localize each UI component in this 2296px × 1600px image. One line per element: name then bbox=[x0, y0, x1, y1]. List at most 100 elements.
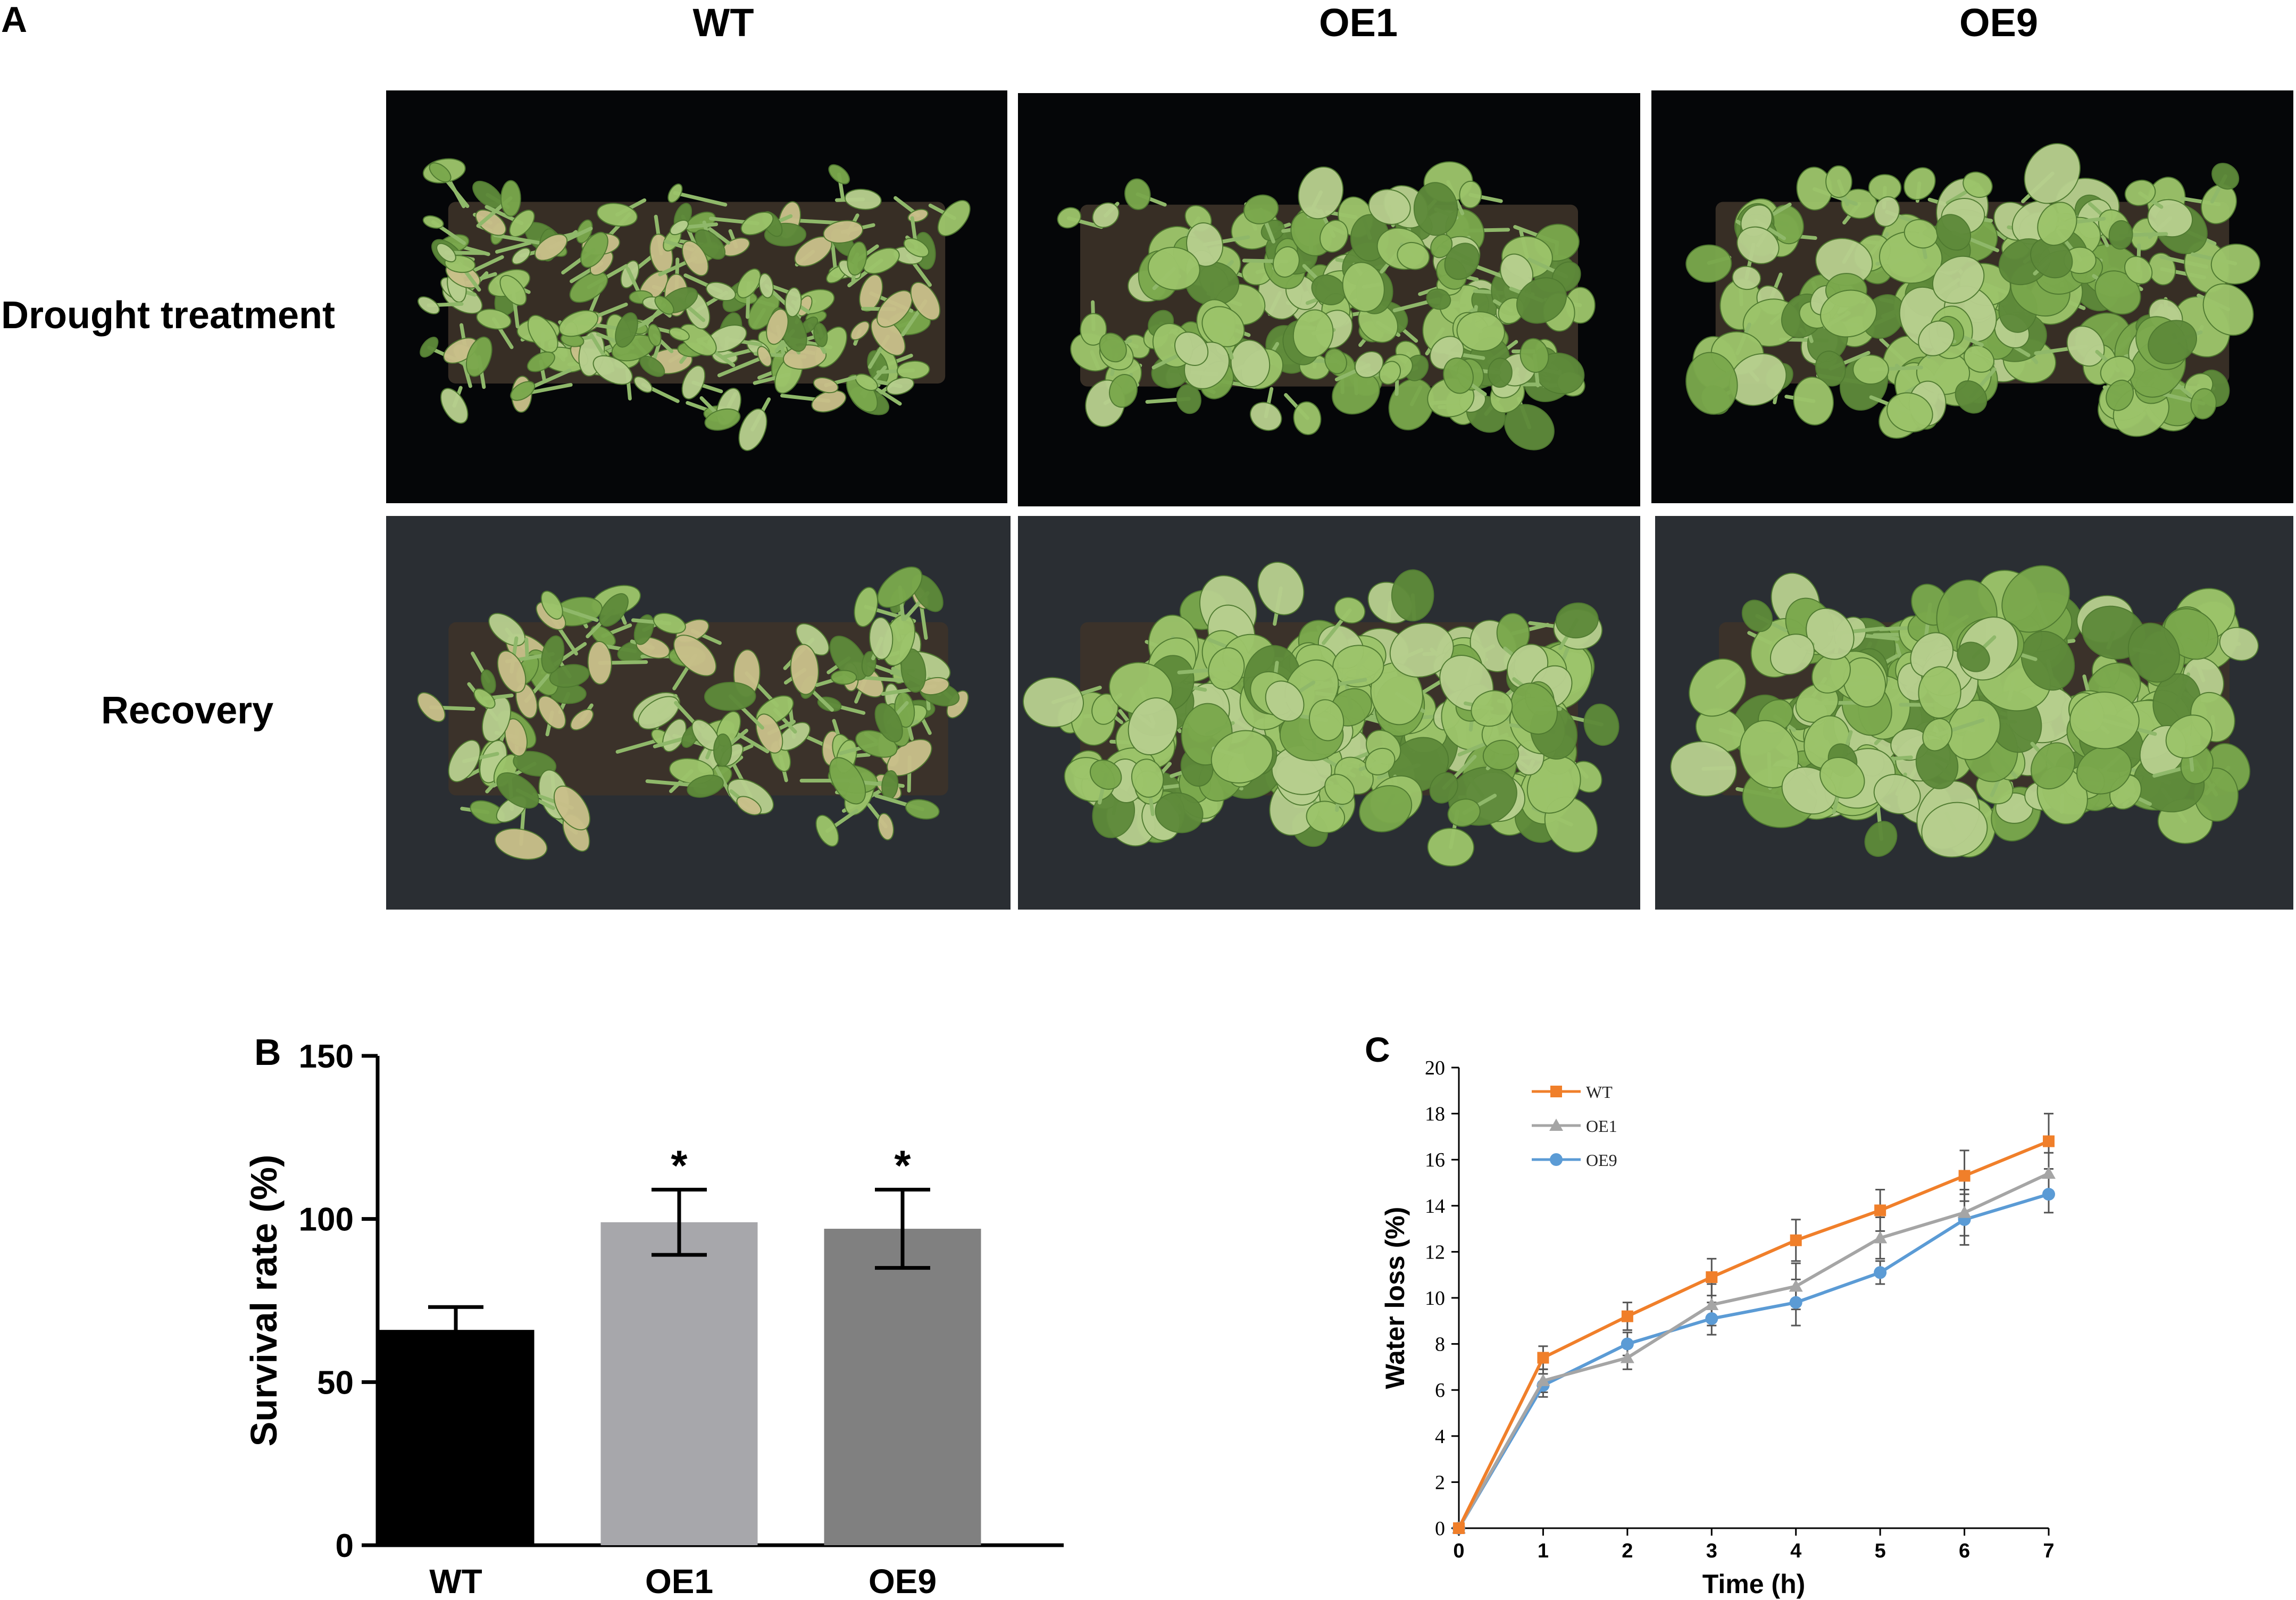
plant-leaf bbox=[2069, 691, 2140, 749]
plant-leaf bbox=[418, 296, 440, 315]
plant-leaf bbox=[1365, 747, 1396, 776]
plant-leaf bbox=[1963, 171, 1993, 198]
plant-leaf bbox=[639, 355, 665, 377]
data-point-oe9 bbox=[1621, 1337, 1634, 1351]
bar-wt bbox=[377, 1330, 535, 1545]
panel-a-letter: A bbox=[1, 0, 28, 40]
plant-leaf bbox=[1935, 214, 1972, 251]
x-tick-label: OE9 bbox=[869, 1562, 937, 1600]
plant-leaf bbox=[2124, 179, 2156, 206]
plant-leaf bbox=[1293, 401, 1322, 436]
plant-leaf bbox=[1368, 189, 1411, 225]
plant-leaf bbox=[1793, 376, 1834, 426]
photo-wt-recovery bbox=[386, 516, 1011, 910]
plant-leaf bbox=[1444, 243, 1480, 280]
plant-leaf bbox=[669, 327, 690, 341]
plant-leaf bbox=[1308, 699, 1345, 741]
plant-leaf bbox=[647, 323, 662, 347]
plant-leaf bbox=[1080, 313, 1107, 346]
plant-leaf bbox=[877, 813, 894, 840]
significance-star: * bbox=[671, 1141, 688, 1189]
plant-leaf bbox=[829, 635, 868, 681]
data-point-oe1 bbox=[1620, 1351, 1634, 1363]
y-tick-label: 20 bbox=[1425, 1057, 1445, 1079]
plant-leaf bbox=[1099, 332, 1127, 363]
plant-leaf bbox=[1022, 677, 1084, 728]
plant-leaf bbox=[1257, 561, 1305, 615]
plant-leaf bbox=[553, 785, 591, 831]
column-label-oe9: OE9 bbox=[1959, 1, 2039, 45]
plant-leaf bbox=[813, 322, 828, 347]
plant-leaf bbox=[1443, 357, 1474, 394]
data-point-oe1 bbox=[1957, 1205, 1972, 1218]
plant-leaf bbox=[2124, 256, 2153, 285]
plant-leaf bbox=[1689, 658, 1747, 717]
plant-leaf bbox=[2147, 199, 2193, 238]
plant-leaf bbox=[509, 210, 535, 238]
plant-leaf bbox=[540, 590, 563, 620]
plant-leaf bbox=[670, 220, 689, 236]
plant-leaf bbox=[587, 640, 612, 685]
plant-leaf bbox=[758, 273, 774, 298]
plant-leaf bbox=[510, 381, 536, 401]
plant-leaf bbox=[757, 346, 772, 367]
plant-leaf bbox=[1555, 602, 1599, 639]
plant-leaf bbox=[1852, 354, 1889, 385]
plant-leaf bbox=[2024, 143, 2081, 204]
plant-leaf bbox=[1685, 244, 1732, 283]
plant-leaf bbox=[417, 692, 446, 722]
plant-leaf bbox=[1320, 220, 1349, 253]
data-point-oe9 bbox=[1874, 1266, 1887, 1279]
plant-leaf bbox=[829, 757, 866, 805]
plant-leaf bbox=[687, 774, 724, 798]
plant-leaf bbox=[1334, 597, 1366, 624]
plant-leaf bbox=[704, 408, 741, 431]
plant-leaf bbox=[2190, 388, 2217, 420]
plant-leaf bbox=[1273, 246, 1300, 278]
plant-leaf bbox=[1109, 374, 1138, 408]
plant-leaf bbox=[633, 376, 653, 393]
plant-leaf bbox=[1874, 196, 1900, 227]
plant-leaf bbox=[513, 751, 557, 777]
y-tick-label: 12 bbox=[1425, 1241, 1445, 1263]
survival-rate-chart: 0 50 100 150 Survival rate (%) WT * OE1 * OE9 bbox=[243, 1038, 1064, 1600]
y-tick-label: 0 bbox=[336, 1528, 354, 1564]
bar-oe9 bbox=[824, 1229, 981, 1545]
x-tick-label: OE1 bbox=[645, 1562, 713, 1600]
data-point-oe9 bbox=[2042, 1188, 2055, 1201]
legend-label-oe9: OE9 bbox=[1586, 1151, 1617, 1170]
plant-leaf bbox=[597, 203, 638, 227]
plant-leaf bbox=[2108, 220, 2133, 250]
x-tick-label: 4 bbox=[1790, 1540, 1801, 1562]
plant-leaf bbox=[1413, 182, 1458, 236]
plant-leaf bbox=[448, 739, 481, 782]
plant-leaf bbox=[1873, 774, 1921, 814]
photo-oe1-recovery bbox=[1018, 516, 1640, 910]
plant-leaf bbox=[2210, 243, 2261, 285]
plant-leaf bbox=[500, 180, 521, 217]
plant-leaf bbox=[1932, 255, 1985, 304]
plant-leaf bbox=[1864, 821, 1898, 857]
plant-leaf bbox=[1210, 730, 1273, 784]
plant-leaf bbox=[1946, 699, 2001, 761]
plant-leaf bbox=[859, 274, 883, 312]
plant-leaf bbox=[2219, 627, 2259, 661]
data-point-oe1 bbox=[1705, 1297, 1719, 1310]
column-label-wt: WT bbox=[692, 1, 754, 45]
plant-leaf bbox=[1359, 785, 1413, 832]
plant-leaf bbox=[755, 713, 783, 754]
y-tick-label: 150 bbox=[299, 1038, 354, 1075]
photo-oe1-drought bbox=[1018, 93, 1640, 506]
panel-c-letter: C bbox=[1365, 1030, 1390, 1069]
plant-leaf bbox=[653, 613, 686, 634]
plant-leaf bbox=[2148, 320, 2198, 364]
plant-leaf bbox=[1815, 351, 1846, 387]
plant-leaf bbox=[1825, 165, 1852, 198]
plant-leaf bbox=[738, 408, 767, 451]
plant-leaf bbox=[1397, 241, 1430, 270]
plant-leaf bbox=[937, 200, 971, 237]
plant-leaf bbox=[1732, 265, 1761, 290]
y-tick-label: 16 bbox=[1425, 1149, 1445, 1171]
x-tick-label: 7 bbox=[2043, 1540, 2054, 1562]
column-label-oe1: OE1 bbox=[1318, 1, 1398, 45]
